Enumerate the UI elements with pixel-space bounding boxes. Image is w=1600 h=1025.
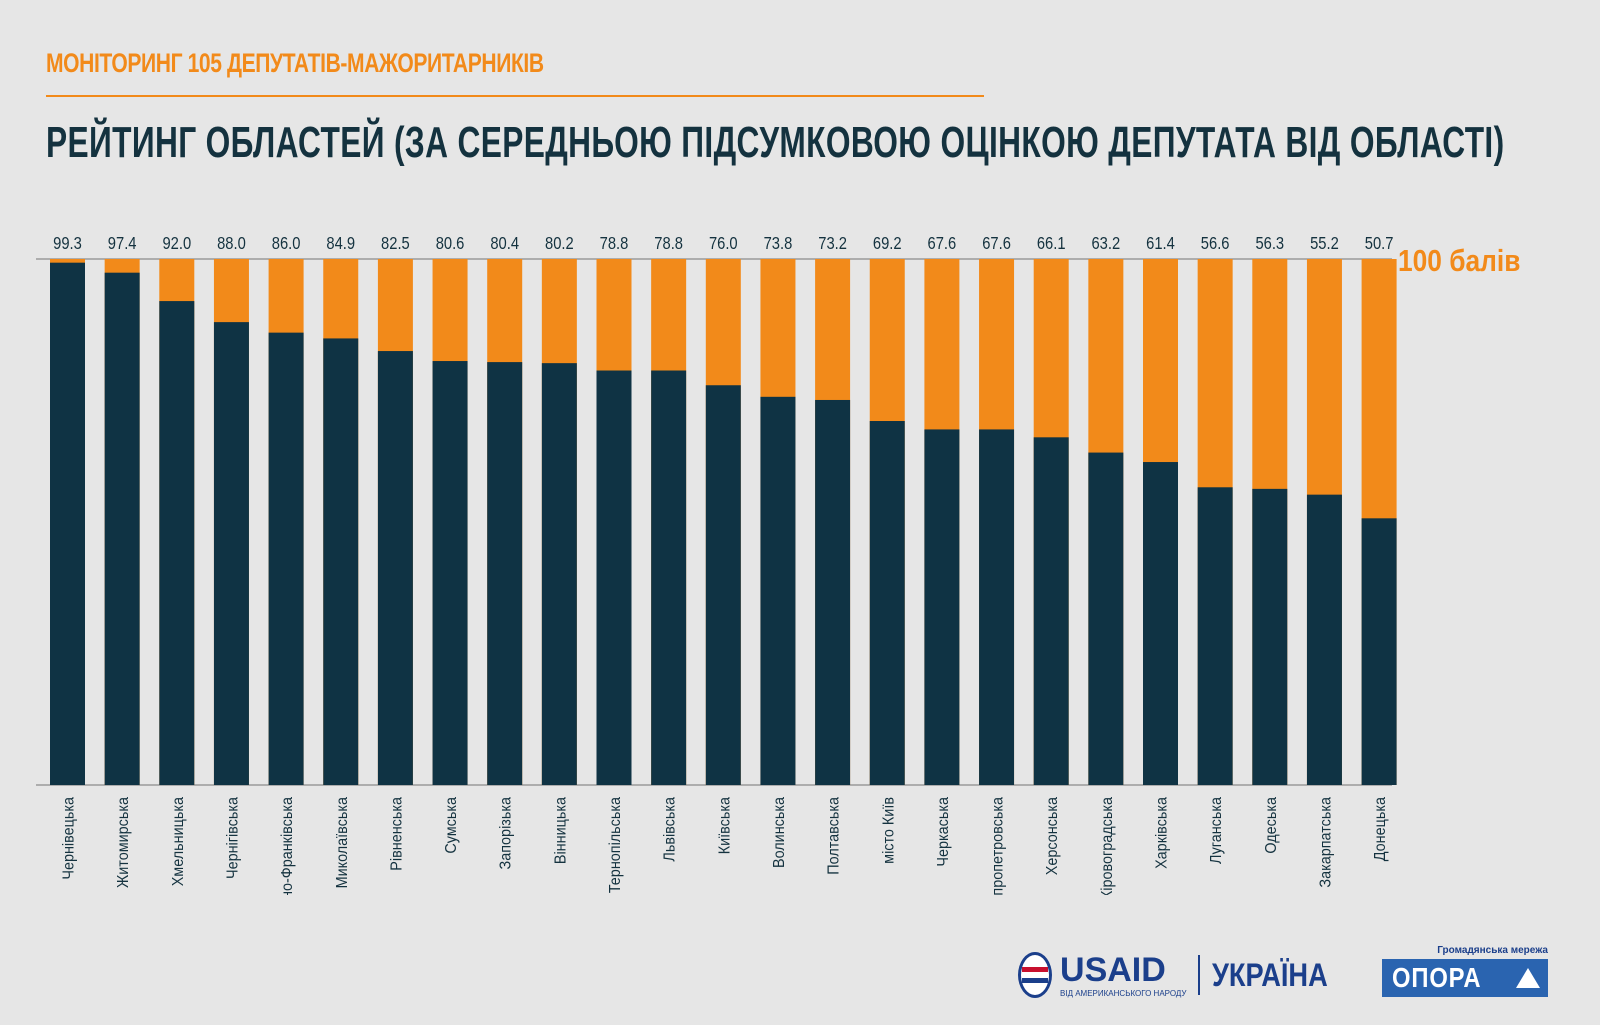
usaid-seal-icon [1018, 952, 1053, 998]
value-label: 66.1 [1037, 234, 1066, 254]
opora-wordmark: ОПОРА [1392, 962, 1482, 993]
max-scale-label: 100 балів [1398, 244, 1520, 278]
bar-value [541, 363, 577, 785]
category-label: Київська [716, 797, 734, 855]
category-label: Миколаївська [333, 796, 351, 888]
value-label: 82.5 [381, 234, 410, 254]
opora-caption: Громадянська мережа [1437, 945, 1548, 956]
rating-bar-chart: 100 балів 99.3 Чернівецька 97.4 Житомирська 9… [36, 234, 1520, 895]
bar-value [596, 370, 632, 785]
value-label: 67.6 [928, 234, 957, 254]
category-label: Хмельницька [169, 796, 187, 886]
category-label: Тернопільська [606, 797, 624, 894]
bar-value [159, 301, 195, 785]
subtitle-divider [46, 95, 984, 97]
value-label: 63.2 [1092, 234, 1121, 254]
category-label: Дніпропетровська [989, 797, 1007, 895]
value-label: 80.6 [436, 234, 465, 254]
category-label: Закарпатська [1317, 797, 1335, 888]
bar-value [1361, 518, 1397, 785]
value-label: 69.2 [873, 234, 902, 254]
category-label: Вінницька [552, 797, 570, 865]
bar-value [924, 429, 960, 785]
value-label: 92.0 [162, 234, 191, 254]
bar-value [1143, 462, 1178, 785]
value-label: 88.0 [217, 234, 246, 254]
category-label: Харківська [1153, 796, 1171, 868]
bar-value [1088, 452, 1124, 785]
chart-title: РЕЙТИНГ ОБЛАСТЕЙ (ЗА СЕРЕДНЬОЮ ПІДСУМКОВ… [46, 118, 1505, 167]
bar-value [323, 338, 359, 785]
bar-value [1252, 488, 1288, 785]
value-label: 73.8 [764, 234, 793, 254]
value-label: 56.3 [1255, 234, 1284, 254]
category-label: Чернівецька [60, 796, 78, 879]
value-label: 86.0 [272, 234, 301, 254]
opora-badge: ОПОРА [1382, 959, 1548, 997]
value-label: 78.8 [654, 234, 683, 254]
category-label: Волинська [770, 796, 788, 868]
category-label: місто Київ [880, 797, 898, 864]
usaid-country: УКРАЇНА [1211, 956, 1328, 993]
bar-value [869, 421, 905, 785]
value-label: 80.4 [490, 234, 519, 254]
category-label: Луганська [1207, 797, 1225, 865]
category-label: Донецька [1371, 797, 1389, 862]
category-label: Івано-Франківська [278, 797, 296, 895]
category-label: Рівненська [388, 796, 406, 870]
opora-logo: Громадянська мережа ОПОРА [1382, 945, 1548, 1005]
usaid-logo: USAID ВІД АМЕРИКАНСЬКОГО НАРОДУ УКРАЇНА [1018, 945, 1348, 1005]
bar-value [815, 399, 851, 785]
category-label: Кіровоградська [1098, 796, 1116, 895]
value-label: 80.2 [545, 234, 574, 254]
bar-value [1306, 494, 1342, 785]
value-label: 50.7 [1365, 234, 1394, 254]
value-label: 84.9 [326, 234, 355, 254]
category-label: Сумська [442, 796, 460, 853]
category-label: Чернігівська [224, 796, 242, 879]
bar-value [50, 262, 85, 785]
bar-value [213, 322, 249, 785]
bar-value [1033, 437, 1069, 785]
value-label: 78.8 [600, 234, 629, 254]
bar-value [979, 429, 1015, 785]
category-label: Полтавська [825, 796, 843, 874]
value-label: 56.6 [1201, 234, 1230, 254]
usaid-tagline: ВІД АМЕРИКАНСЬКОГО НАРОДУ [1060, 988, 1187, 998]
bar-value [487, 362, 523, 785]
category-label: Львівська [661, 796, 679, 861]
category-label: Запорізька [497, 797, 515, 870]
report-subtitle: МОНІТОРИНГ 105 ДЕПУТАТІВ-МАЖОРИТАРНИКІВ [46, 48, 544, 78]
category-label: Житомирська [114, 797, 132, 889]
value-label: 55.2 [1310, 234, 1339, 254]
bar-value [432, 361, 468, 785]
bar-value [104, 272, 140, 785]
category-label: Одеська [1262, 796, 1280, 853]
triangle-icon [1516, 968, 1540, 988]
value-label: 99.3 [53, 234, 82, 254]
value-label: 97.4 [108, 234, 137, 254]
value-label: 61.4 [1146, 234, 1175, 254]
bar-value [1197, 487, 1233, 785]
bar-value [268, 332, 304, 785]
category-label: Черкаська [934, 797, 952, 867]
bar-value [651, 370, 687, 785]
value-label: 73.2 [818, 234, 847, 254]
bar-value [705, 385, 741, 785]
category-label: Херсонська [1044, 797, 1062, 876]
usaid-separator [1198, 955, 1200, 995]
usaid-wordmark: USAID [1060, 950, 1166, 989]
bar-value [377, 351, 413, 785]
bar-value [760, 396, 796, 785]
value-label: 76.0 [709, 234, 738, 254]
value-label: 67.6 [982, 234, 1011, 254]
